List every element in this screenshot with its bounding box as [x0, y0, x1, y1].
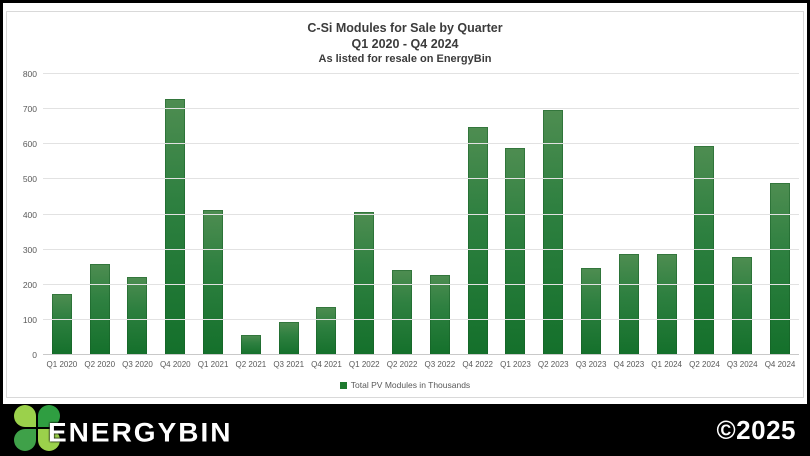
bar-q3-2021	[278, 321, 299, 355]
bar-slot	[572, 74, 610, 355]
chart-panel: C-Si Modules for Sale by Quarter Q1 2020…	[6, 11, 804, 398]
y-tick-label: 500	[22, 174, 37, 185]
bar-q1-2020	[51, 293, 72, 355]
gridline-300	[43, 248, 799, 250]
gridline-400	[43, 213, 799, 215]
x-tick-label: Q4 2020	[159, 360, 191, 369]
gridline-600	[43, 143, 799, 145]
x-tick-label: Q4 2022	[462, 360, 494, 369]
bar-slot	[345, 74, 383, 355]
bar-slot	[270, 74, 308, 355]
bar-q1-2024	[656, 253, 677, 355]
x-tick-label: Q3 2022	[424, 360, 456, 369]
gridline-800	[43, 73, 799, 74]
bar-q2-2024	[694, 145, 715, 355]
bar-q1-2021	[203, 209, 224, 355]
leaf-icon	[14, 405, 36, 427]
bar-q2-2020	[89, 263, 110, 355]
x-tick-label: Q1 2021	[197, 360, 229, 369]
bar-slot	[497, 74, 535, 355]
bar-q4-2024	[770, 182, 791, 355]
energybin-brand: ENERGYBIN	[14, 405, 233, 453]
bar-q3-2022	[429, 274, 450, 355]
x-tick-label: Q1 2024	[651, 360, 682, 369]
energybin-leaf-logo	[14, 405, 62, 453]
bar-slot	[761, 74, 799, 355]
x-tick-label: Q3 2021	[273, 360, 305, 369]
bar-slot	[308, 74, 346, 355]
bar-slot	[119, 74, 157, 355]
gridline-100	[43, 318, 799, 320]
bar-slot	[156, 74, 194, 355]
bar-slot	[43, 74, 81, 355]
bar-q3-2024	[732, 256, 753, 355]
y-tick-label: 400	[22, 209, 37, 220]
bar-q1-2023	[505, 148, 526, 355]
gridline-700	[43, 108, 799, 110]
x-tick-label: Q1 2023	[500, 360, 531, 369]
gridline-0	[43, 354, 799, 355]
chart-caption: As listed for resale on EnergyBin	[318, 53, 492, 65]
y-tick-label: 800	[22, 69, 37, 79]
bar-q4-2023	[618, 253, 639, 355]
legend-swatch	[339, 381, 347, 389]
x-tick-label: Q2 2022	[386, 360, 418, 369]
y-tick-label: 0	[32, 350, 37, 360]
bar-slot	[648, 74, 686, 355]
y-tick-label: 700	[22, 104, 37, 115]
chart-card: C-Si Modules for Sale by Quarter Q1 2020…	[3, 3, 807, 404]
bar-slot	[534, 74, 572, 355]
bar-q3-2020	[127, 277, 148, 355]
bar-series	[43, 74, 799, 355]
x-tick-label: Q4 2023	[613, 360, 645, 369]
bar-slot	[459, 74, 497, 355]
x-tick-label: Q2 2020	[84, 360, 116, 369]
x-tick-label: Q1 2020	[46, 360, 78, 369]
y-tick-label: 600	[22, 139, 37, 150]
leaf-icon	[38, 405, 60, 427]
bar-slot	[686, 74, 724, 355]
bar-q2-2023	[543, 110, 564, 355]
legend: Total PV Modules in Thousands	[7, 380, 803, 390]
x-tick-label: Q4 2021	[311, 360, 342, 369]
y-tick-label: 200	[22, 279, 37, 290]
x-tick-label: Q4 2024	[764, 360, 796, 369]
bar-slot	[723, 74, 761, 355]
leaf-icon	[38, 429, 60, 451]
x-tick-label: Q1 2022	[348, 360, 380, 369]
bar-q4-2020	[165, 99, 186, 355]
footer-bar: ENERGYBIN ©2025	[0, 404, 810, 456]
x-tick-label: Q2 2021	[235, 360, 267, 369]
x-axis-labels: Q1 2020 Q2 2020 Q3 2020 Q4 2020 Q1 2021 Q2 20…	[43, 355, 799, 369]
y-tick-label: 100	[22, 314, 37, 325]
gridline-500	[43, 178, 799, 180]
y-tick-label: 300	[22, 244, 37, 255]
plot-area: Q1 2020 Q2 2020 Q3 2020 Q4 2020 Q1 2021 Q2 20…	[23, 69, 799, 369]
copyright-text: ©2025	[716, 414, 796, 445]
bar-slot	[232, 74, 270, 355]
x-tick-label: Q3 2020	[122, 360, 153, 369]
chart-title: C-Si Modules for Sale by Quarter	[307, 21, 503, 35]
legend-label: Total PV Modules in Thousands	[350, 380, 471, 390]
bar-slot	[194, 74, 232, 355]
bar-q2-2022	[392, 270, 413, 355]
x-tick-label: Q3 2023	[575, 360, 607, 369]
bar-slot	[383, 74, 421, 355]
gridline-200	[43, 283, 799, 285]
chart-titles: C-Si Modules for Sale by Quarter Q1 2020…	[7, 20, 803, 67]
bar-q2-2021	[240, 334, 261, 355]
bar-slot	[610, 74, 648, 355]
leaf-icon	[14, 429, 36, 451]
bar-q4-2021	[316, 306, 337, 355]
x-tick-label: Q2 2024	[689, 360, 720, 369]
x-tick-label: Q2 2023	[537, 360, 569, 369]
bar-slot	[81, 74, 119, 355]
x-tick-label: Q3 2024	[726, 360, 758, 369]
chart-subtitle: Q1 2020 - Q4 2024	[351, 37, 459, 51]
bar-slot	[421, 74, 459, 355]
bar-q3-2023	[581, 267, 602, 355]
brand-name: ENERGYBIN	[48, 417, 233, 448]
bar-q4-2022	[467, 126, 488, 355]
